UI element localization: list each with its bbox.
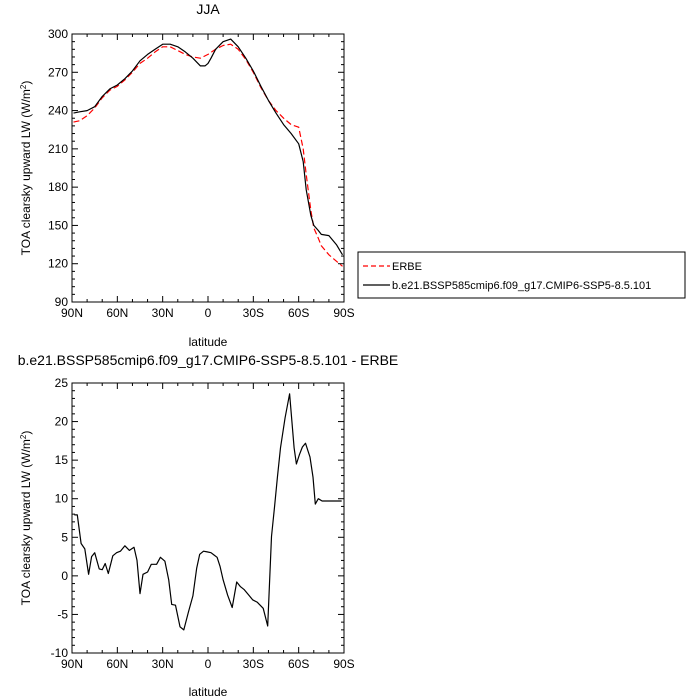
x-tick-label: 30N [152,306,174,320]
legend: ERBE b.e21.BSSP585cmip6.f09_g17.CMIP6-SS… [357,251,686,299]
legend-label-erbe: ERBE [392,261,422,273]
y-tick-label: -10 [51,646,69,660]
top-chart-title: JJA [196,1,220,17]
x-tick-label: 0 [205,657,212,671]
y-tick-label: 90 [55,295,69,309]
bottom-panel: b.e21.BSSP585cmip6.f09_g17.CMIP6-SSP5-8.… [18,352,399,699]
y-tick-label: -5 [57,607,68,621]
y-tick-label: 15 [55,453,69,467]
top-x-axis-label: latitude [189,335,228,349]
bottom-series-lines [74,393,342,631]
x-tick-label: 30N [152,657,174,671]
y-tick-label: 180 [48,180,68,194]
legend-box [357,251,686,299]
y-tick-label: 20 [55,415,69,429]
y-tick-label: 150 [48,218,68,232]
x-tick-label: 30S [243,657,264,671]
y-tick-label: 240 [48,104,68,118]
y-tick-label: 120 [48,257,68,271]
x-tick-label: 60N [106,657,128,671]
x-tick-label: 60N [106,306,128,320]
top-axis-ticks: 90N 60N 30N 0 30S 60S 90S 90 120 150 180 210 240 270 3… [48,27,355,320]
bottom-axis-ticks: 90N 60N 30N 0 30S 60S 90S -10 -5 0 5 10 15 20 25 [51,376,355,671]
x-tick-label: 90N [61,657,83,671]
legend-label-model: b.e21.BSSP585cmip6.f09_g17.CMIP6-SSP5-8.… [392,280,651,292]
x-tick-label: 90S [333,657,354,671]
x-tick-label: 90S [333,306,354,320]
top-panel: JJA 90N 60N 30N 0 30S 60S 90S 90 120 150 180 210 240… [19,1,355,349]
y-tick-label: 5 [61,530,68,544]
x-tick-label: 60S [288,657,309,671]
y-tick-label: 300 [48,27,68,41]
series-line-1-0 [74,393,342,631]
series-line-0-0 [73,43,343,267]
y-tick-label: 0 [61,569,68,583]
bottom-chart-title: b.e21.BSSP585cmip6.f09_g17.CMIP6-SSP5-8.… [18,352,399,368]
top-plot-frame [71,33,345,303]
x-tick-label: 90N [61,306,83,320]
bottom-y-axis-label: TOA clearsky upward LW (W/m2) [19,431,33,606]
series-line-0-1 [73,38,344,256]
top-y-axis-label: TOA clearsky upward LW (W/m2) [19,81,33,256]
y-tick-label: 10 [55,492,69,506]
y-tick-label: 25 [55,376,69,390]
x-tick-label: 0 [205,306,212,320]
top-series-lines [73,38,344,267]
bottom-plot-frame [71,382,345,654]
x-tick-label: 60S [288,306,309,320]
y-tick-label: 270 [48,65,68,79]
bottom-x-axis-label: latitude [189,685,228,699]
y-tick-label: 210 [48,142,68,156]
x-tick-label: 30S [243,306,264,320]
